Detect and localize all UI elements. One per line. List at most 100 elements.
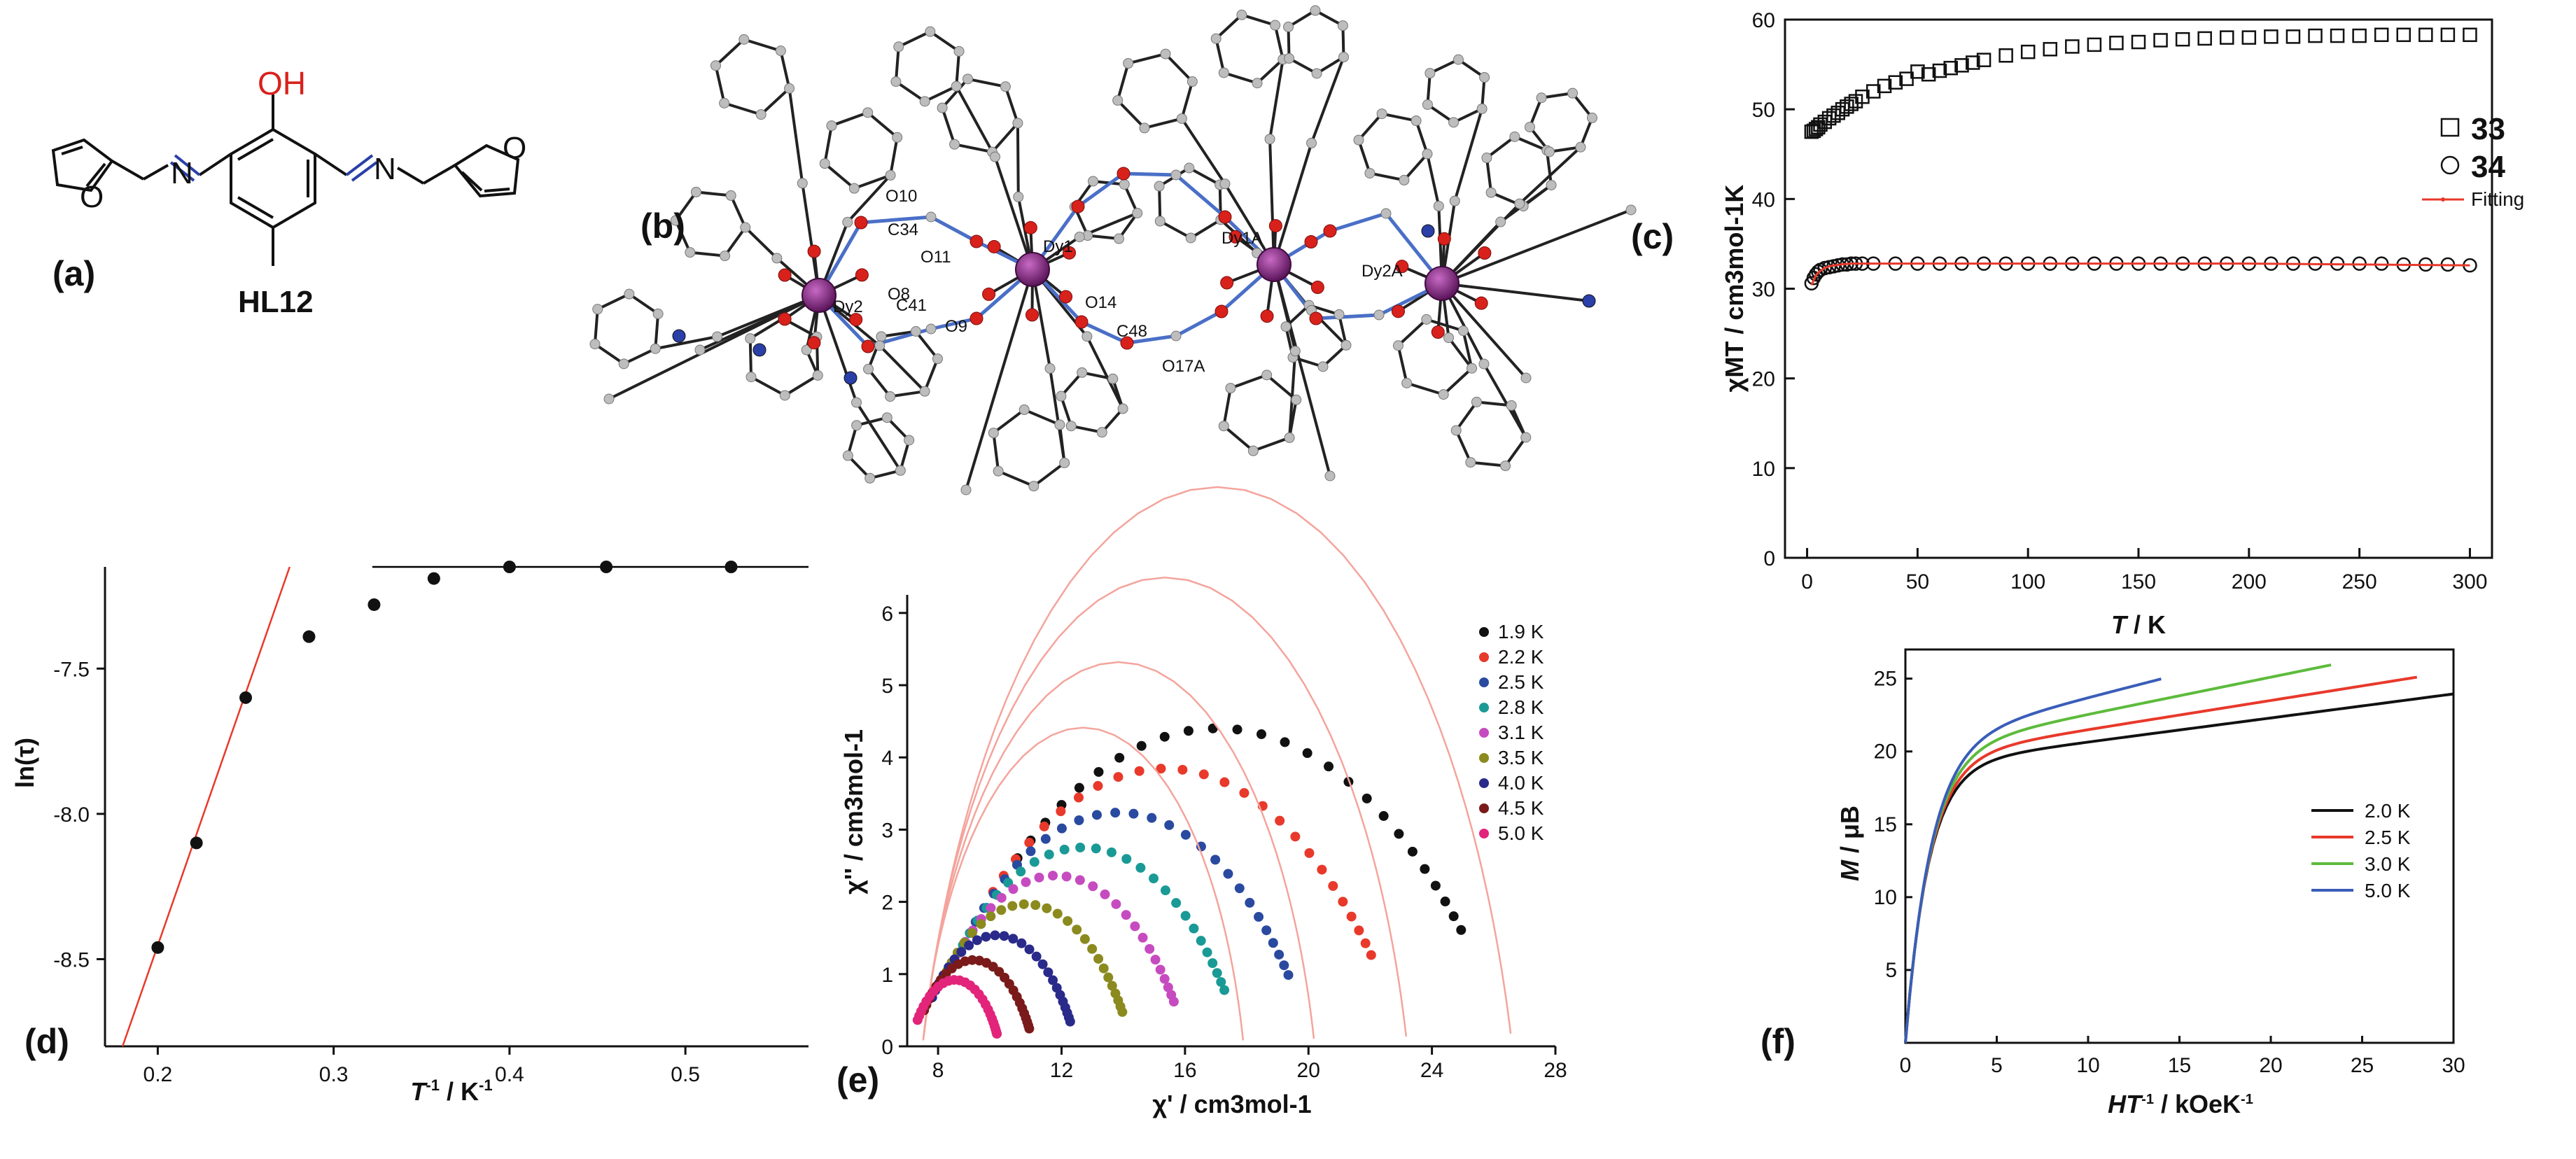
data-point xyxy=(1180,911,1191,921)
c-c-bond xyxy=(1159,220,1192,239)
oxygen-atom xyxy=(1023,220,1037,234)
carbon-atom xyxy=(1000,81,1011,92)
carbon-atom xyxy=(1112,94,1124,106)
carbon-atom xyxy=(1421,314,1432,325)
y-tick-label: 3 xyxy=(881,819,893,842)
data-point xyxy=(1114,752,1125,763)
c-c-bond xyxy=(846,454,872,479)
carbon-atom xyxy=(1139,122,1150,134)
oxygen-atom xyxy=(778,268,792,282)
data-point-33 xyxy=(2463,27,2477,43)
linker-bond xyxy=(1453,108,1484,202)
legend-circle-icon xyxy=(2440,155,2460,175)
c-c-bond xyxy=(1470,461,1506,468)
data-point xyxy=(1456,925,1466,935)
x-axis-label-unit: / kOeK xyxy=(2154,1090,2241,1118)
data-point xyxy=(1008,934,1018,944)
legend-label: 2.8 K xyxy=(1498,696,1544,718)
data-point xyxy=(1290,831,1301,842)
carbon-atom xyxy=(910,326,921,337)
data-point xyxy=(1160,885,1170,896)
data-point xyxy=(1420,864,1430,874)
data-point xyxy=(1156,764,1166,774)
data-point-33 xyxy=(2087,37,2102,52)
c-c-bond xyxy=(1060,372,1084,398)
carbon-atom xyxy=(1218,67,1229,78)
data-point xyxy=(1061,871,1072,882)
data-point-33 xyxy=(2396,27,2411,43)
data-point xyxy=(996,905,1007,915)
c-c-bond xyxy=(628,293,659,316)
data-point xyxy=(1026,846,1036,857)
c-c-bond xyxy=(1158,185,1162,222)
c-c-bond xyxy=(1252,436,1290,453)
legend-dot-icon xyxy=(1479,753,1489,763)
data-point xyxy=(1048,975,1058,985)
data-point xyxy=(1008,884,1018,894)
c-c-bond xyxy=(867,368,892,398)
oxygen-atom xyxy=(1071,199,1085,213)
legend-label: 3.0 K xyxy=(2365,853,2411,875)
legend-label-34: 34 xyxy=(2471,150,2505,184)
data-point xyxy=(1072,925,1082,935)
legend-dot-icon xyxy=(1479,829,1489,838)
data-point xyxy=(1279,960,1289,971)
data-point xyxy=(1324,761,1334,772)
data-point-33 xyxy=(1840,99,1854,114)
data-point xyxy=(967,928,977,939)
c-c-bond xyxy=(1480,77,1486,109)
c-c-bond xyxy=(594,342,625,365)
atom-label-dy1: Dy1 xyxy=(1043,237,1073,256)
data-point xyxy=(999,931,1009,941)
data-point-33 xyxy=(1844,97,1858,111)
carbon-atom xyxy=(1324,470,1336,482)
carbon-atom xyxy=(1289,346,1301,357)
carboxylate-bridge xyxy=(1031,263,1275,345)
carbon-atom xyxy=(1506,400,1517,411)
x-axis-label: T-1 / K-1 xyxy=(410,1076,492,1106)
carbon-atom xyxy=(1338,52,1349,63)
c-c-bond xyxy=(750,375,786,397)
carbon-atom xyxy=(652,308,664,319)
carbon-atom xyxy=(1291,394,1302,405)
carbon-atom xyxy=(1280,321,1292,332)
carbon-atom xyxy=(1485,187,1497,198)
c-c-bond xyxy=(593,309,599,344)
oxygen-atom xyxy=(1309,311,1323,325)
data-point xyxy=(1007,901,1018,911)
legend-dot-icon xyxy=(1479,778,1489,788)
carbon-atom xyxy=(1113,233,1124,244)
data-point xyxy=(1016,938,1027,948)
oxygen-atom xyxy=(1478,246,1492,260)
panel-f-letter: (f) xyxy=(1760,1022,1795,1061)
n-right-label: N xyxy=(374,152,396,186)
magnetization-curve xyxy=(1904,675,2418,1044)
c-c-bond xyxy=(743,38,781,52)
furan-left xyxy=(51,138,114,192)
oxygen-atom xyxy=(1025,308,1039,322)
data-point xyxy=(427,572,440,585)
c-c-bond xyxy=(941,107,956,145)
carbon-atom xyxy=(1284,432,1295,443)
data-point xyxy=(1074,815,1084,826)
x-axis-label-sup: -1 xyxy=(2141,1092,2154,1107)
c-c-bond xyxy=(1230,373,1268,390)
carbon-atom xyxy=(690,186,701,197)
oxygen-atom xyxy=(1304,235,1318,249)
carbon-atom xyxy=(603,393,615,405)
linker-bond xyxy=(1447,337,1474,370)
dysprosium-atom xyxy=(802,278,836,313)
data-point xyxy=(1088,881,1098,892)
carbon-atom xyxy=(851,420,862,431)
carbon-atom xyxy=(851,397,862,408)
linker-bond xyxy=(1426,153,1441,206)
carbon-atom xyxy=(1013,191,1024,202)
data-point-33 xyxy=(1899,71,1914,86)
x-tick-label: 20 xyxy=(1297,1059,1320,1082)
data-point-33 xyxy=(1976,52,1991,67)
panel-b-letter: (b) xyxy=(640,206,685,246)
y-tick-label: 30 xyxy=(1752,279,1775,302)
dysprosium-atom xyxy=(1424,266,1460,301)
data-point-33 xyxy=(2241,30,2257,45)
c-c-bond xyxy=(1442,367,1473,396)
